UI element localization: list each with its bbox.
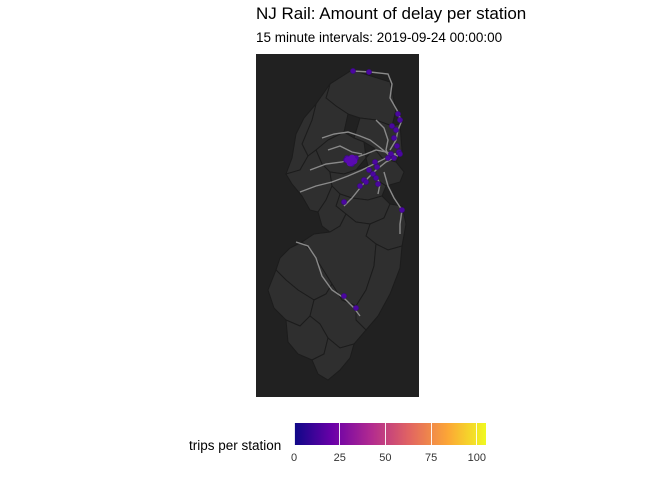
station-marker: [341, 199, 347, 205]
station-marker: [370, 171, 376, 177]
rail-line-northeast-corridor: [343, 157, 395, 207]
station-marker: [372, 159, 378, 165]
station-marker: [353, 305, 359, 311]
legend-tick-mark: [384, 423, 386, 445]
legend-tick-label: 75: [425, 452, 438, 464]
legend-tick-mark: [476, 423, 478, 445]
color-legend: trips per station 0 25 50 75 100: [0, 418, 672, 478]
station-marker: [341, 293, 347, 299]
station-marker: [366, 167, 372, 173]
station-marker: [393, 127, 399, 133]
rail-line-atlantic-city: [295, 241, 361, 317]
station-marker: [395, 111, 401, 117]
station-marker: [397, 151, 403, 157]
legend-tick-label: 0: [290, 452, 298, 464]
rail-line-north-jersey-coast: [383, 171, 403, 234]
station-marker: [375, 181, 381, 187]
county-ocean: [355, 243, 403, 331]
station-marker: [391, 155, 397, 161]
station-marker: [394, 143, 400, 149]
station-marker: [350, 68, 356, 74]
legend-tick-label: 50: [379, 452, 392, 464]
station-marker: [366, 69, 372, 75]
legend-tick-mark: [293, 423, 295, 445]
nj-rail-map: [256, 54, 419, 397]
station-marker: [385, 155, 391, 161]
legend-tick-label: 100: [467, 452, 487, 464]
station-marker: [389, 123, 395, 129]
legend-colorbar: [294, 423, 486, 445]
station-marker: [363, 179, 369, 185]
station-marker: [397, 117, 403, 123]
station-layer: [341, 68, 405, 311]
rail-line-morris-essex: [309, 149, 399, 171]
station-marker: [374, 164, 380, 170]
station-marker: [373, 175, 379, 181]
rail-line-gladstone: [327, 145, 363, 155]
station-marker: [357, 183, 363, 189]
legend-tick-mark: [339, 423, 341, 445]
page-title: NJ Rail: Amount of delay per station: [256, 4, 527, 23]
page-subtitle: 15 minute intervals: 2019-09-24 00:00:00: [256, 30, 503, 45]
legend-title: trips per station: [189, 438, 282, 453]
legend-tick-mark: [430, 423, 432, 445]
station-marker: [399, 207, 405, 213]
legend-tick-label: 25: [333, 452, 346, 464]
station-cluster-marker: [350, 157, 358, 165]
map-canvas: [256, 54, 419, 397]
station-marker: [388, 151, 394, 157]
county-mercer: [317, 185, 347, 233]
station-marker: [391, 135, 397, 141]
county-cape-may: [311, 337, 355, 381]
